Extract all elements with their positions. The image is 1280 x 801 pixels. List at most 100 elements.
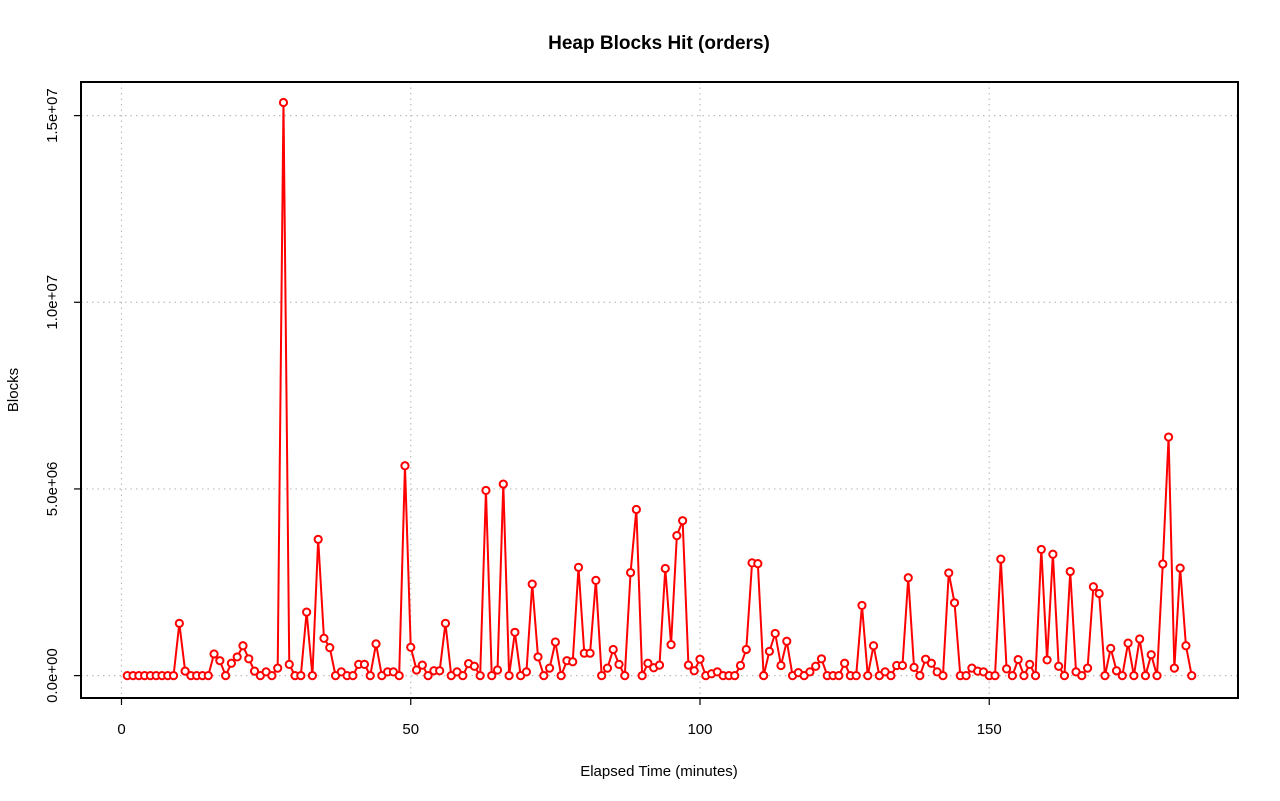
series-line-segment bbox=[1060, 669, 1064, 673]
data-point bbox=[348, 671, 358, 681]
series-line-segment bbox=[1012, 663, 1018, 672]
data-point bbox=[475, 671, 485, 681]
series-line-segment bbox=[475, 669, 479, 673]
data-point bbox=[226, 658, 237, 668]
series-line-segment bbox=[740, 653, 746, 662]
data-point bbox=[521, 667, 532, 677]
data-point bbox=[591, 575, 601, 586]
data-point bbox=[863, 671, 873, 681]
data-point bbox=[180, 666, 190, 676]
data-point bbox=[325, 643, 335, 653]
data-point bbox=[215, 656, 225, 666]
data-point bbox=[886, 671, 896, 681]
series-line-segment bbox=[1173, 572, 1181, 664]
series-line-segment bbox=[1018, 663, 1024, 672]
series-line-segment bbox=[549, 645, 556, 665]
series-line-segment bbox=[1098, 597, 1106, 672]
data-point bbox=[857, 600, 867, 611]
data-point bbox=[840, 658, 850, 668]
data-point bbox=[1042, 655, 1052, 665]
data-point bbox=[498, 479, 508, 489]
data-point bbox=[249, 666, 260, 676]
data-point bbox=[1082, 663, 1093, 673]
data-point bbox=[782, 636, 792, 646]
data-point bbox=[961, 671, 971, 681]
data-point bbox=[469, 661, 479, 671]
data-point bbox=[504, 671, 514, 681]
data-point bbox=[776, 660, 786, 671]
chart-title: Heap Blocks Hit (orders) bbox=[548, 33, 770, 54]
series-line-segment bbox=[658, 572, 667, 662]
data-point bbox=[1117, 671, 1127, 681]
data-point bbox=[302, 607, 312, 617]
series-line-segment bbox=[282, 106, 291, 661]
data-point bbox=[487, 671, 497, 681]
data-point bbox=[1077, 671, 1087, 681]
y-tick-label: 0.0e+00 bbox=[44, 648, 61, 703]
series-line-segment bbox=[398, 469, 406, 672]
series-line-segment bbox=[317, 543, 325, 635]
series-line-segment bbox=[867, 649, 874, 672]
series-line-segment bbox=[1086, 590, 1095, 665]
series-line-segment bbox=[1046, 558, 1054, 656]
data-point bbox=[1158, 559, 1168, 569]
series-line-segment bbox=[375, 647, 383, 672]
series-line-segment bbox=[613, 653, 619, 661]
data-point bbox=[1181, 641, 1191, 651]
series-line-segment bbox=[1156, 568, 1164, 672]
data-point bbox=[1019, 671, 1029, 681]
data-point bbox=[1007, 671, 1017, 681]
x-tick-label: 50 bbox=[402, 721, 419, 738]
data-point bbox=[221, 671, 231, 681]
series-line-segment bbox=[607, 653, 613, 665]
data-point bbox=[695, 654, 705, 664]
series-line-segment bbox=[1030, 667, 1035, 673]
data-point bbox=[909, 662, 919, 672]
series-line-segment bbox=[555, 645, 562, 672]
series-line-segment bbox=[1069, 575, 1077, 668]
data-point bbox=[365, 671, 375, 681]
data-point bbox=[539, 671, 549, 681]
series-line-segment bbox=[873, 649, 880, 672]
data-point bbox=[267, 671, 277, 681]
data-point bbox=[834, 671, 844, 681]
series-line-segment bbox=[1052, 558, 1060, 663]
data-point bbox=[284, 659, 294, 670]
data-point bbox=[602, 663, 613, 673]
series-line-segment bbox=[763, 655, 770, 672]
data-point bbox=[1135, 634, 1145, 644]
data-point bbox=[816, 654, 827, 664]
data-point bbox=[406, 642, 416, 652]
data-point bbox=[1065, 566, 1075, 577]
data-point bbox=[544, 663, 555, 673]
data-point bbox=[1088, 582, 1098, 592]
data-point bbox=[811, 661, 821, 671]
series-line-segment bbox=[306, 616, 314, 672]
data-point bbox=[371, 639, 381, 649]
data-point bbox=[244, 654, 254, 664]
data-point bbox=[1030, 671, 1041, 681]
series-line-segment bbox=[325, 641, 329, 645]
series-line-segment bbox=[700, 662, 706, 672]
series-line-segment bbox=[1110, 652, 1117, 667]
data-point bbox=[851, 671, 861, 681]
series-line-segment bbox=[311, 543, 320, 672]
data-point bbox=[764, 646, 775, 656]
series-line-segment bbox=[994, 563, 1002, 672]
data-point bbox=[1106, 643, 1116, 653]
grid-lines bbox=[81, 82, 1238, 698]
y-axis: 0.0e+00 5.0e+06 1.0e+07 1.5e+07 bbox=[44, 88, 81, 703]
series-line-segment bbox=[423, 668, 427, 673]
series-line-segment bbox=[1034, 553, 1043, 672]
series-line-segment bbox=[780, 645, 787, 662]
series-line-segment bbox=[670, 539, 678, 641]
data-point bbox=[1111, 666, 1122, 676]
series-line-segment bbox=[620, 667, 624, 673]
series-line-segment bbox=[514, 636, 522, 672]
y-tick-label: 1.5e+07 bbox=[44, 88, 61, 143]
data-point bbox=[759, 671, 769, 681]
data-point bbox=[1094, 588, 1104, 599]
series-line-segment bbox=[1000, 563, 1008, 665]
data-point bbox=[533, 652, 543, 662]
